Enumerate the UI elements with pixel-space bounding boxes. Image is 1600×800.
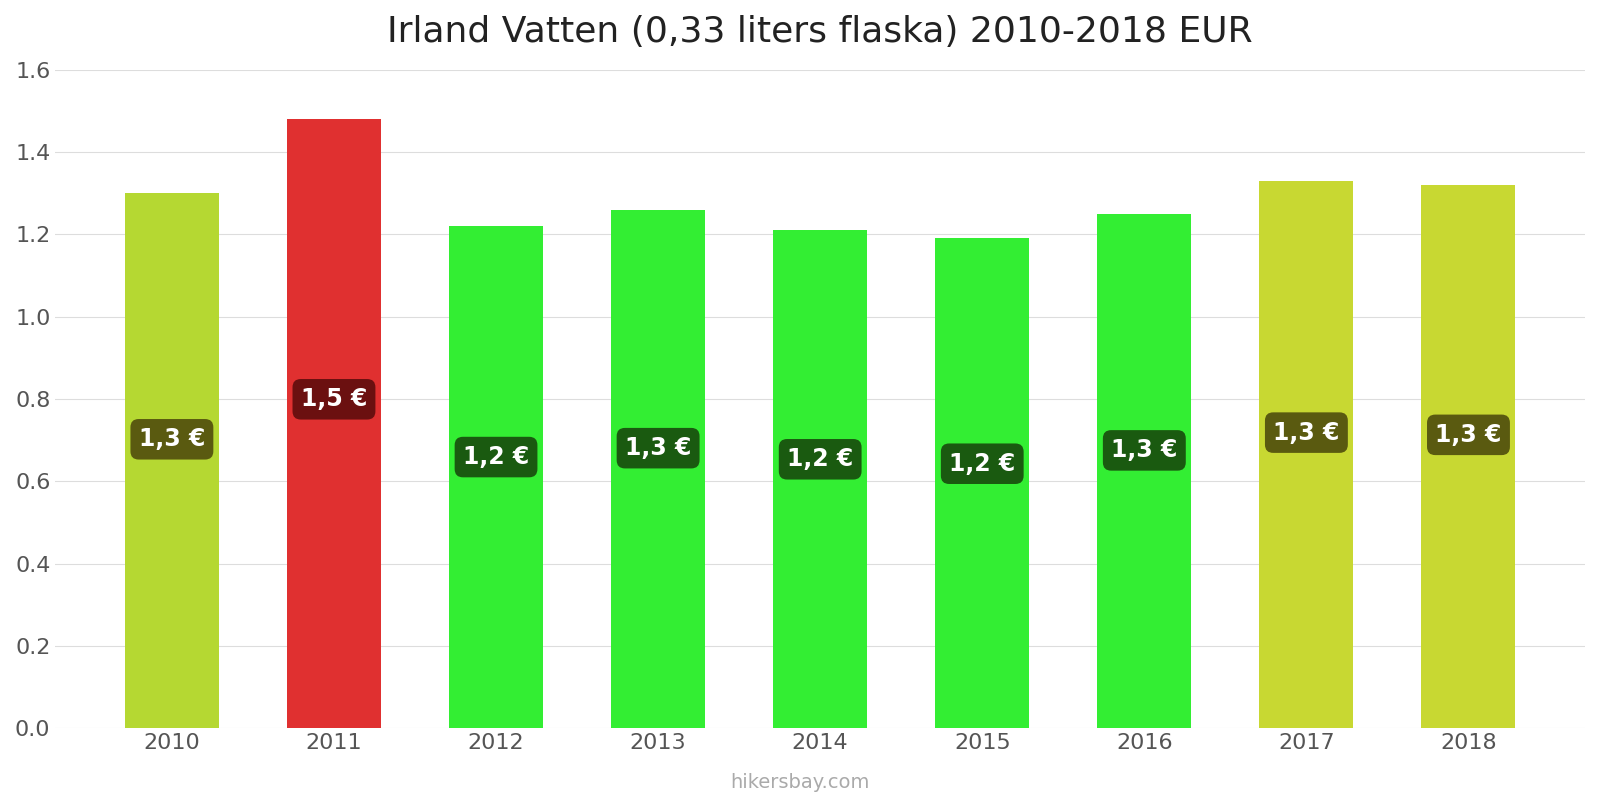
Text: 1,3 €: 1,3 € <box>1274 421 1339 445</box>
Text: 1,3 €: 1,3 € <box>1435 423 1502 447</box>
Bar <box>1421 185 1515 728</box>
Bar <box>286 119 381 728</box>
Text: 1,2 €: 1,2 € <box>462 445 530 469</box>
Bar <box>773 230 867 728</box>
Bar <box>125 194 219 728</box>
Text: hikersbay.com: hikersbay.com <box>730 773 870 792</box>
Text: 1,5 €: 1,5 € <box>301 387 366 411</box>
Text: 1,2 €: 1,2 € <box>949 452 1016 476</box>
Title: Irland Vatten (0,33 liters flaska) 2010-2018 EUR: Irland Vatten (0,33 liters flaska) 2010-… <box>387 15 1253 49</box>
Bar <box>450 226 542 728</box>
Bar <box>611 210 706 728</box>
Bar <box>1098 214 1192 728</box>
Text: 1,3 €: 1,3 € <box>626 436 691 460</box>
Bar <box>936 238 1029 728</box>
Text: 1,2 €: 1,2 € <box>787 447 853 471</box>
Bar <box>1259 181 1354 728</box>
Text: 1,3 €: 1,3 € <box>1110 438 1178 462</box>
Text: 1,3 €: 1,3 € <box>139 427 205 451</box>
